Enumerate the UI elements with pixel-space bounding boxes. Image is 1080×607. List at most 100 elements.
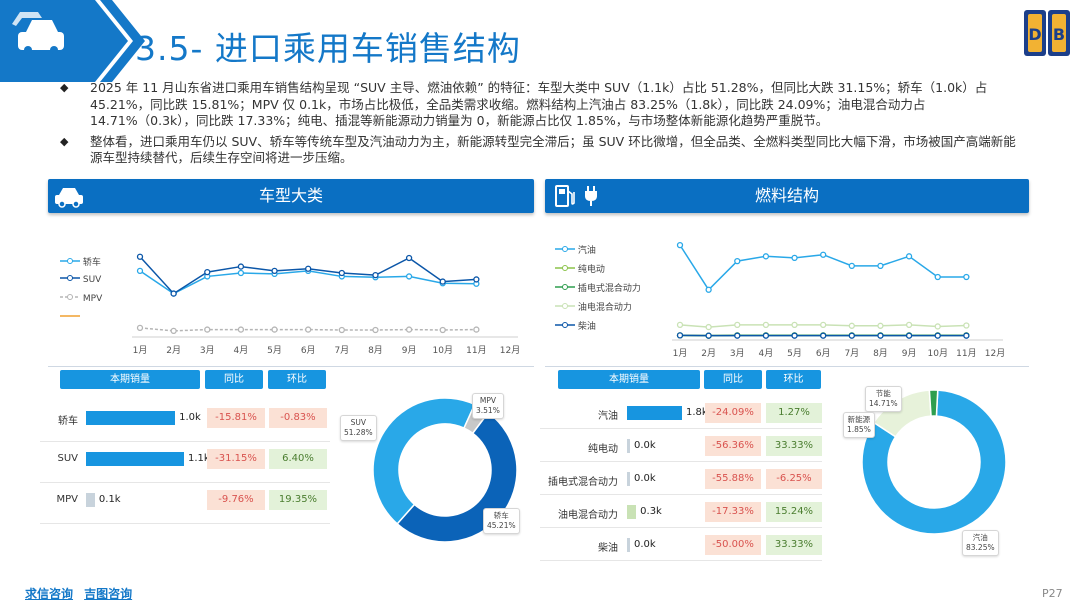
left-col-yoy: 同比 bbox=[205, 370, 263, 389]
row-label: 插电式混合动力 bbox=[548, 477, 618, 488]
donut-slice bbox=[861, 389, 1007, 535]
series-point bbox=[877, 262, 884, 270]
bullet-text: 2025 年 11 月山东省进口乘用车销售结构呈现 “SUV 主导、燃油依赖” … bbox=[90, 80, 988, 128]
header-car-icon bbox=[12, 12, 64, 54]
row-separator bbox=[540, 560, 822, 561]
donut-label-name: 新能源 bbox=[847, 415, 871, 424]
x-tick-label: 7月 bbox=[334, 345, 349, 355]
legend-item-hev: 油电混合动力 bbox=[555, 300, 665, 319]
series-point bbox=[473, 326, 480, 333]
bullet-item: ◆ 整体看，进口乘用车仍以 SUV、轿车等传统车型及汽油动力为主，新能源转型完全… bbox=[60, 134, 1025, 167]
series-point bbox=[877, 322, 884, 329]
mom-cell: -6.25% bbox=[766, 469, 822, 489]
sales-value: 1.1k bbox=[188, 453, 210, 464]
legend-swatch bbox=[60, 294, 80, 300]
series-point bbox=[237, 326, 245, 333]
series-point bbox=[820, 251, 827, 258]
series-point bbox=[405, 326, 413, 333]
row-separator bbox=[540, 494, 822, 495]
sales-value: 1.8k bbox=[686, 407, 708, 418]
series-point bbox=[934, 273, 941, 281]
x-tick-label: 12月 bbox=[500, 345, 520, 355]
sales-bar bbox=[86, 493, 95, 507]
row-separator bbox=[540, 428, 822, 429]
x-tick-label: 8月 bbox=[368, 345, 383, 355]
row-separator bbox=[540, 461, 822, 462]
series-line bbox=[139, 327, 477, 332]
donut-label-mpv: MPV 3.51% bbox=[472, 393, 504, 419]
yoy-cell: -31.15% bbox=[207, 449, 265, 469]
donut-label-name: 节能 bbox=[875, 389, 891, 398]
donut-label-gasoline: 汽油 83.25% bbox=[962, 530, 999, 556]
sales-bar bbox=[627, 538, 630, 552]
mom-cell: 1.27% bbox=[766, 403, 822, 423]
yoy-cell: -24.09% bbox=[705, 403, 761, 423]
page-number: P27 bbox=[1042, 587, 1063, 600]
row-label: 柴油 bbox=[598, 543, 618, 554]
x-tick-label: 6月 bbox=[301, 345, 316, 355]
row-separator bbox=[40, 523, 330, 524]
donut-label-name: 汽油 bbox=[972, 533, 988, 542]
yoy-cell: -9.76% bbox=[207, 490, 265, 510]
series-point bbox=[676, 332, 684, 339]
series-point bbox=[405, 273, 413, 280]
series-point bbox=[204, 326, 211, 333]
series-point bbox=[848, 322, 855, 329]
row-label: 轿车 bbox=[58, 416, 78, 427]
right-col-current-sales: 本期销量 bbox=[558, 370, 700, 389]
mom-cell: -0.83% bbox=[269, 408, 327, 428]
row-separator bbox=[540, 527, 822, 528]
mom-cell: 33.33% bbox=[766, 436, 822, 456]
bullet-text: 整体看，进口乘用车仍以 SUV、轿车等传统车型及汽油动力为主，新能源转型完全滞后… bbox=[90, 133, 1016, 166]
right-panel-title: 燃料结构 bbox=[754, 186, 819, 205]
series-point bbox=[271, 326, 278, 333]
x-tick-label: 3月 bbox=[200, 345, 215, 355]
footer-links: 求信咨询 吉图咨询 bbox=[25, 583, 132, 602]
sales-bar bbox=[86, 411, 176, 425]
series-point bbox=[204, 268, 211, 276]
row-separator bbox=[40, 441, 330, 442]
series-point bbox=[136, 267, 144, 275]
donut-label-energy-saving: 节能 14.71% bbox=[865, 386, 902, 412]
legend-item-other bbox=[60, 312, 140, 331]
series-point bbox=[848, 262, 855, 270]
left-divider bbox=[48, 366, 534, 367]
donut-label-name: 轿车 bbox=[493, 511, 509, 520]
row-label: 汽油 bbox=[598, 411, 618, 422]
legend-label: SUV bbox=[82, 275, 102, 285]
series-point bbox=[963, 273, 970, 281]
mom-cell: 19.35% bbox=[269, 490, 327, 510]
legend-swatch bbox=[555, 265, 575, 271]
x-tick-label: 4月 bbox=[759, 348, 774, 358]
x-tick-label: 11月 bbox=[956, 348, 976, 358]
left-line-legend: 轿车 SUV MPV bbox=[60, 255, 140, 331]
x-tick-label: 10月 bbox=[433, 345, 453, 355]
donut-label-pct: 3.51% bbox=[476, 406, 500, 415]
series-point bbox=[372, 326, 379, 334]
series-point bbox=[934, 332, 941, 339]
series-point bbox=[439, 278, 446, 285]
series-point bbox=[237, 263, 245, 270]
x-tick-label: 2月 bbox=[701, 348, 716, 358]
footer-link-jitu[interactable]: 吉图咨询 bbox=[84, 587, 133, 601]
donut-slice bbox=[928, 389, 939, 417]
legend-swatch bbox=[555, 322, 575, 328]
header-banner bbox=[0, 0, 145, 82]
series-point bbox=[791, 332, 798, 339]
donut-label-pct: 51.28% bbox=[344, 428, 373, 437]
row-label: MPV bbox=[56, 494, 79, 505]
legend-swatch bbox=[555, 303, 575, 309]
yoy-cell: -15.81% bbox=[207, 408, 265, 428]
series-point bbox=[734, 257, 741, 265]
footer-link-qiuxin[interactable]: 求信咨询 bbox=[25, 587, 74, 601]
donut-label-name: SUV bbox=[350, 418, 366, 427]
series-point bbox=[705, 332, 712, 339]
sales-value: 0.0k bbox=[634, 440, 656, 451]
x-tick-label: 12月 bbox=[985, 348, 1005, 358]
x-tick-label: 9月 bbox=[402, 345, 417, 355]
legend-label: 油电混合动力 bbox=[577, 303, 632, 313]
right-divider bbox=[545, 366, 1029, 367]
series-point bbox=[271, 267, 278, 275]
series-point bbox=[762, 253, 770, 260]
series-point bbox=[136, 253, 144, 260]
